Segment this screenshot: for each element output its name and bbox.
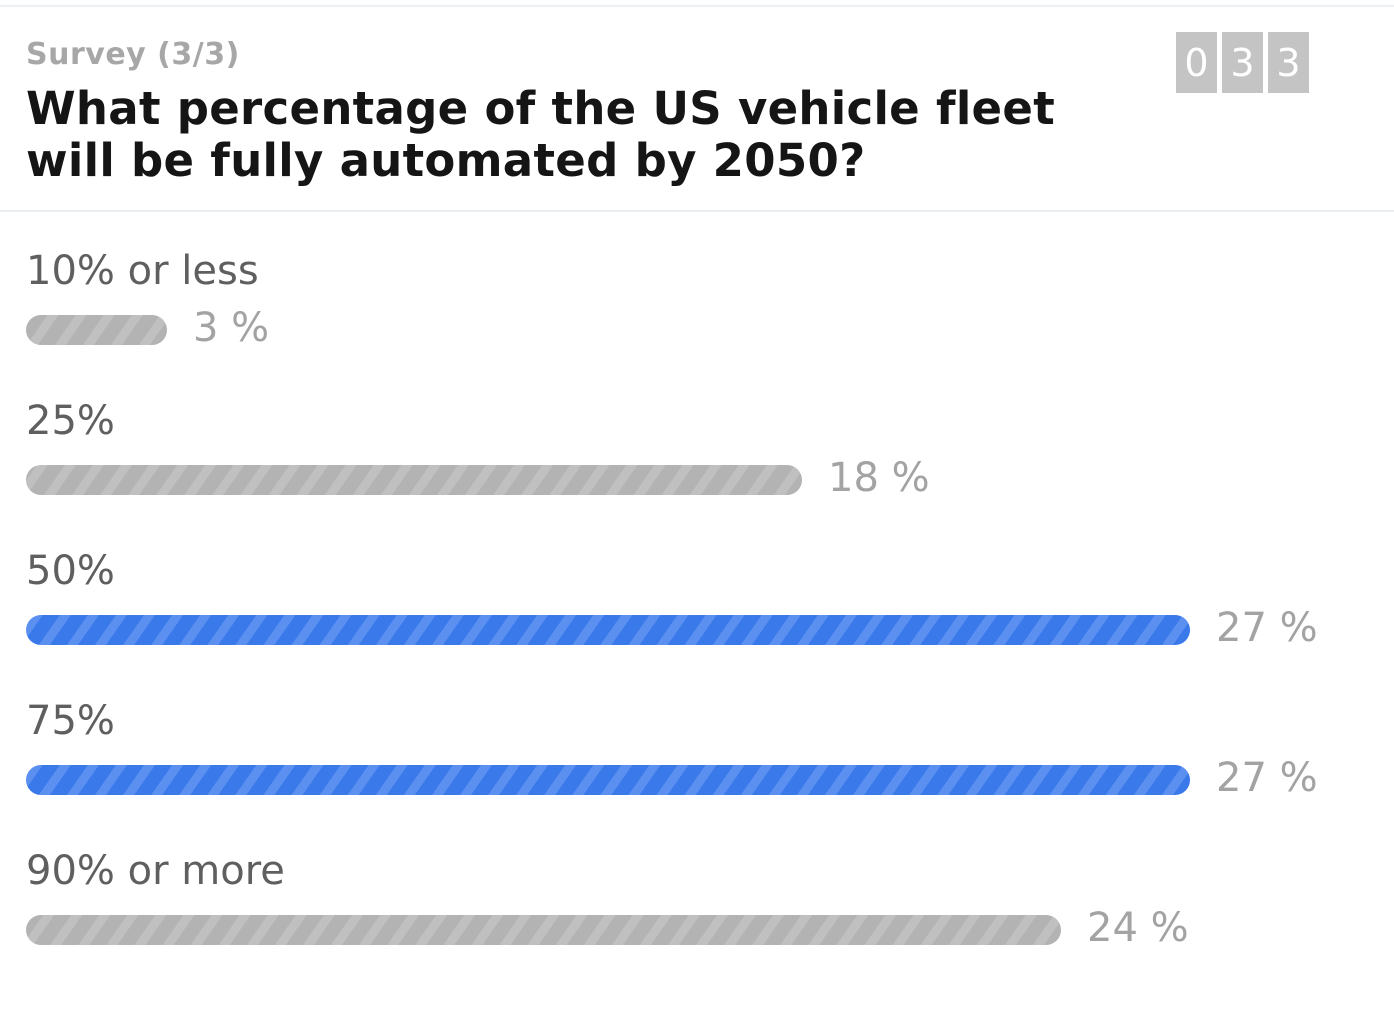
counter-digit: 3 bbox=[1268, 32, 1309, 93]
result-bar bbox=[26, 465, 802, 495]
result-bar bbox=[26, 315, 167, 345]
counter-digit: 3 bbox=[1222, 32, 1263, 93]
answer-option: 25% 18 % bbox=[26, 397, 1366, 547]
result-percent: 27 % bbox=[1216, 605, 1318, 651]
counter-digit: 0 bbox=[1176, 32, 1217, 93]
response-counter: 0 3 3 bbox=[1176, 32, 1309, 93]
answer-option: 10% or less 3 % bbox=[26, 247, 1366, 397]
option-label: 90% or more bbox=[26, 848, 285, 894]
answer-option: 50% 27 % bbox=[26, 547, 1366, 697]
result-percent: 3 % bbox=[193, 305, 270, 351]
option-label: 25% bbox=[26, 398, 115, 444]
option-label: 50% bbox=[26, 548, 115, 594]
answer-option: 90% or more 24 % bbox=[26, 847, 1366, 997]
answer-option: 75% 27 % bbox=[26, 697, 1366, 847]
result-bar bbox=[26, 915, 1061, 945]
result-bar bbox=[26, 765, 1190, 795]
result-percent: 24 % bbox=[1087, 905, 1189, 951]
result-bar bbox=[26, 615, 1190, 645]
top-divider bbox=[0, 5, 1394, 7]
survey-header: Survey (3/3) What percentage of the US v… bbox=[0, 7, 1394, 212]
option-label: 75% bbox=[26, 698, 115, 744]
result-percent: 27 % bbox=[1216, 755, 1318, 801]
result-percent: 18 % bbox=[828, 455, 930, 501]
option-label: 10% or less bbox=[26, 248, 259, 294]
survey-step-label: Survey (3/3) bbox=[26, 37, 240, 72]
question-title: What percentage of the US vehicle fleet … bbox=[26, 82, 1056, 187]
